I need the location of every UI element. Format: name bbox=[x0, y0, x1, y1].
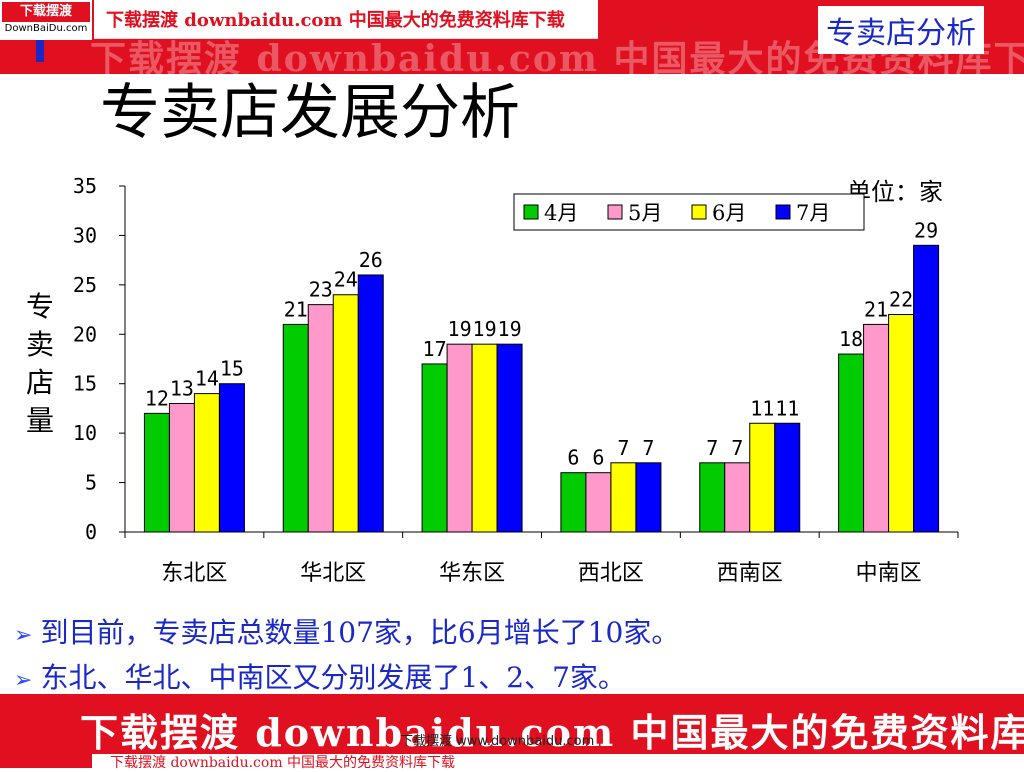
data-label: 19 bbox=[473, 317, 497, 341]
bottom-logo bbox=[0, 754, 92, 768]
bar bbox=[560, 472, 587, 533]
data-label: 7 bbox=[706, 436, 718, 460]
bar bbox=[307, 304, 334, 533]
legend-swatch bbox=[775, 204, 791, 220]
bar bbox=[421, 363, 448, 533]
data-label: 14 bbox=[195, 367, 219, 391]
page-title: 专卖店发展分析 bbox=[100, 78, 520, 148]
bar bbox=[913, 244, 940, 533]
logo-text: 下载摆渡 bbox=[2, 2, 90, 22]
data-label: 24 bbox=[334, 268, 358, 292]
bar bbox=[218, 383, 245, 533]
bottom-banner: 下载摆渡 downbaidu.com 中国最大的免费资料库下载 下载摆渡 www… bbox=[0, 694, 1024, 755]
legend-swatch bbox=[691, 204, 707, 220]
data-label: 7 bbox=[731, 436, 743, 460]
data-label: 29 bbox=[914, 218, 938, 242]
bullet-text: 东北、华北、中南区又分别发展了1、2、7家。 bbox=[40, 661, 626, 694]
y-axis-label-char: 店 bbox=[26, 366, 54, 399]
corner-title: 专卖店分析 bbox=[818, 6, 984, 54]
legend-label: 6月 bbox=[712, 201, 746, 225]
data-label: 21 bbox=[864, 297, 888, 321]
bar bbox=[699, 462, 726, 533]
data-label: 15 bbox=[220, 357, 244, 381]
bar bbox=[774, 422, 801, 533]
legend-swatch bbox=[523, 204, 539, 220]
data-label: 11 bbox=[750, 396, 774, 420]
y-tick-label: 10 bbox=[73, 421, 97, 445]
data-label: 21 bbox=[284, 297, 308, 321]
bar bbox=[863, 323, 890, 533]
arrow-bullet-icon: ➢ bbox=[14, 623, 33, 648]
bar bbox=[496, 343, 523, 533]
data-label: 19 bbox=[448, 317, 472, 341]
bar bbox=[724, 462, 751, 533]
y-axis-label-char: 量 bbox=[26, 404, 54, 437]
bar bbox=[610, 462, 637, 533]
top-ad-strip[interactable]: 下载摆渡 downbaidu.com 中国最大的免费资料库下载 bbox=[94, 0, 598, 39]
bar bbox=[635, 462, 662, 533]
logo-subtext: DownBaiDu.com bbox=[4, 23, 88, 34]
bar bbox=[282, 323, 309, 533]
data-label: 18 bbox=[839, 327, 863, 351]
data-label: 13 bbox=[170, 376, 194, 400]
bar bbox=[168, 402, 195, 533]
y-tick-label: 5 bbox=[85, 471, 97, 495]
data-label: 23 bbox=[309, 278, 333, 302]
y-tick-label: 15 bbox=[73, 372, 97, 396]
bullet-list: ➢ 到目前，专卖店总数量107家，比6月增长了10家。 ➢ 东北、华北、中南区又分别… bbox=[14, 612, 679, 702]
category-label: 中南区 bbox=[856, 561, 922, 586]
category-label: 东北区 bbox=[161, 561, 227, 586]
data-label: 26 bbox=[359, 248, 383, 272]
y-axis-label-char: 卖 bbox=[26, 328, 54, 361]
site-logo[interactable]: 下载摆渡 DownBaiDu.com bbox=[0, 0, 92, 40]
data-label: 11 bbox=[775, 396, 799, 420]
category-label: 华北区 bbox=[300, 561, 366, 586]
data-label: 22 bbox=[889, 288, 913, 312]
data-label: 7 bbox=[642, 436, 654, 460]
bullet-item: ➢ 到目前，专卖店总数量107家，比6月增长了10家。 bbox=[14, 612, 679, 657]
data-label: 12 bbox=[145, 386, 169, 410]
legend-label: 4月 bbox=[544, 201, 578, 225]
bullet-item: ➢ 东北、华北、中南区又分别发展了1、2、7家。 bbox=[14, 657, 679, 702]
legend-box bbox=[513, 193, 865, 231]
y-tick-label: 30 bbox=[73, 223, 97, 247]
bar bbox=[143, 412, 170, 533]
bar bbox=[446, 343, 473, 533]
bottom-watermark: 下载摆渡 downbaidu.com 中国最大的免费资料库下载 bbox=[80, 710, 1024, 755]
legend-label: 5月 bbox=[628, 201, 662, 225]
y-tick-label: 20 bbox=[73, 322, 97, 346]
bar bbox=[585, 472, 612, 533]
y-axis-label-char: 专 bbox=[26, 290, 54, 323]
bar bbox=[357, 274, 384, 533]
data-label: 7 bbox=[617, 436, 629, 460]
y-tick-label: 0 bbox=[85, 520, 97, 544]
top-ad-text: 下载摆渡 downbaidu.com 中国最大的免费资料库下载 bbox=[106, 10, 565, 31]
category-label: 西南区 bbox=[717, 561, 783, 586]
y-tick-label: 25 bbox=[73, 273, 97, 297]
bar bbox=[888, 314, 915, 533]
y-tick-label: 35 bbox=[73, 174, 97, 198]
data-label: 6 bbox=[592, 446, 604, 470]
data-label: 17 bbox=[423, 337, 447, 361]
blue-accent-bar bbox=[36, 40, 44, 62]
legend-label: 7月 bbox=[796, 201, 830, 225]
bullet-text: 到目前，专卖店总数量107家，比6月增长了10家。 bbox=[40, 616, 680, 649]
bottom-ad-strip[interactable]: 下载摆渡 downbaidu.com 中国最大的免费资料库下载 bbox=[0, 754, 1024, 771]
bar bbox=[193, 393, 220, 533]
bar bbox=[749, 422, 776, 533]
category-label: 华东区 bbox=[439, 561, 505, 586]
data-label: 6 bbox=[567, 446, 579, 470]
bottom-ad-text: 下载摆渡 downbaidu.com 中国最大的免费资料库下载 bbox=[110, 755, 456, 771]
arrow-bullet-icon: ➢ bbox=[14, 668, 33, 693]
bar bbox=[332, 294, 359, 533]
data-label: 19 bbox=[498, 317, 522, 341]
bar bbox=[471, 343, 498, 533]
footer-link-text[interactable]: 下载摆渡 www.downbaidu.com bbox=[400, 734, 595, 749]
category-label: 西北区 bbox=[578, 561, 644, 586]
legend-swatch bbox=[607, 204, 623, 220]
bar bbox=[838, 353, 865, 533]
